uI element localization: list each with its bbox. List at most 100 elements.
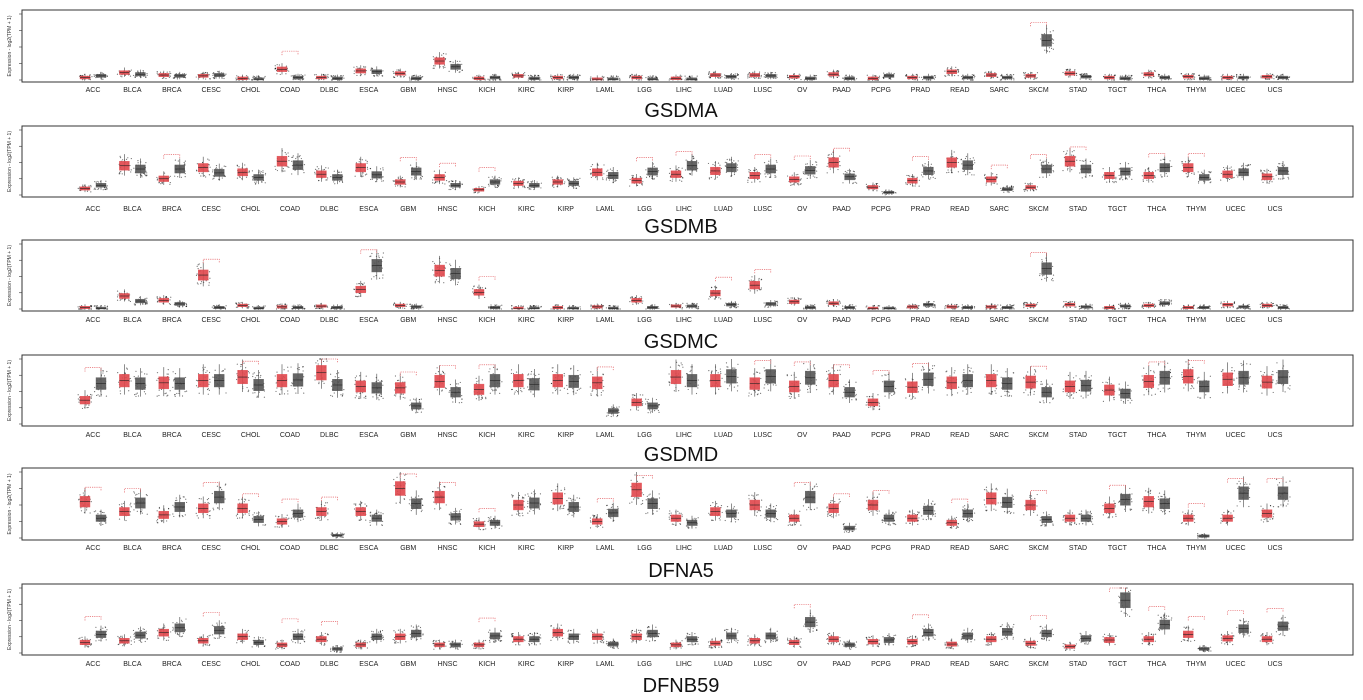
data-point	[1222, 73, 1224, 76]
data-point	[693, 157, 695, 159]
data-point	[382, 167, 384, 169]
data-point	[646, 173, 648, 175]
x-tick-label: ESCA	[359, 317, 378, 324]
data-point	[839, 165, 841, 167]
data-point	[907, 175, 910, 177]
data-point	[414, 175, 416, 177]
data-point	[459, 181, 461, 183]
data-point	[161, 182, 163, 184]
data-point	[444, 175, 446, 177]
data-point	[1186, 79, 1188, 81]
data-point	[1048, 174, 1051, 176]
data-point	[449, 61, 451, 63]
data-point	[725, 75, 727, 77]
data-point	[453, 279, 455, 281]
data-point	[563, 183, 565, 185]
data-point	[540, 187, 542, 189]
data-point	[984, 72, 986, 74]
data-point	[944, 308, 946, 310]
data-point	[826, 301, 828, 303]
data-point	[868, 189, 870, 191]
data-point	[788, 78, 791, 81]
data-point	[528, 188, 530, 190]
data-point	[511, 305, 513, 307]
plot-frame	[21, 239, 1354, 312]
group-luad: LUAD	[707, 70, 739, 94]
data-point	[827, 305, 830, 307]
data-point	[212, 175, 214, 177]
data-point	[733, 160, 735, 162]
data-point	[962, 74, 964, 76]
data-point	[759, 173, 762, 175]
data-point	[197, 267, 199, 270]
data-point	[450, 264, 452, 267]
data-point	[610, 75, 612, 77]
data-point	[729, 159, 731, 161]
data-point	[318, 168, 320, 170]
data-point	[1209, 182, 1211, 184]
data-point	[158, 181, 160, 183]
data-point	[576, 178, 578, 180]
data-point	[379, 168, 382, 170]
data-point	[747, 73, 750, 75]
data-point	[261, 181, 263, 183]
data-point	[1074, 306, 1076, 308]
data-point	[1026, 190, 1028, 192]
data-point	[459, 71, 461, 73]
data-point	[568, 179, 570, 181]
data-point	[550, 78, 553, 80]
data-point	[1012, 187, 1014, 189]
data-point	[724, 77, 726, 79]
data-point	[973, 307, 976, 309]
data-point	[444, 59, 446, 61]
data-point	[1048, 51, 1051, 53]
data-point	[651, 76, 653, 78]
data-point	[873, 305, 875, 307]
data-point	[203, 175, 206, 177]
data-point	[1024, 182, 1026, 184]
group-kich: KICH	[472, 73, 502, 94]
data-point	[1115, 176, 1117, 178]
data-point	[1142, 76, 1145, 79]
data-point	[1034, 78, 1036, 80]
x-tick-label: DLBC	[320, 206, 339, 213]
data-point	[1083, 73, 1086, 75]
data-point	[359, 158, 361, 160]
data-point	[855, 174, 857, 176]
data-point	[251, 176, 253, 178]
y-axis-label: Expression - log2(TPM + 1)	[7, 15, 13, 76]
data-point	[1148, 170, 1151, 173]
data-point	[763, 76, 765, 78]
data-point	[1220, 179, 1222, 181]
data-point	[432, 67, 434, 69]
data-point	[461, 63, 463, 65]
data-point	[213, 71, 215, 74]
data-point	[513, 187, 515, 189]
data-point	[285, 65, 288, 67]
data-point	[1012, 74, 1015, 76]
data-point	[985, 71, 987, 73]
data-point	[1089, 303, 1091, 305]
data-point	[776, 169, 778, 171]
group-esca: ESCA	[354, 156, 385, 213]
data-point	[1279, 178, 1281, 180]
data-point	[578, 185, 580, 187]
data-point	[749, 290, 751, 292]
data-point	[212, 307, 215, 309]
data-point	[653, 165, 655, 168]
data-point	[566, 77, 568, 79]
data-point	[815, 78, 817, 80]
data-point	[168, 76, 170, 79]
group-kirp: KIRP	[551, 175, 581, 213]
data-point	[472, 77, 474, 80]
data-point	[313, 74, 316, 76]
data-point	[605, 307, 607, 309]
data-point	[95, 188, 97, 190]
data-point	[926, 306, 928, 308]
data-point	[130, 171, 132, 173]
data-point	[815, 77, 817, 79]
data-point	[775, 176, 777, 178]
data-point	[524, 308, 526, 310]
data-point	[102, 73, 105, 75]
data-point	[972, 79, 974, 81]
